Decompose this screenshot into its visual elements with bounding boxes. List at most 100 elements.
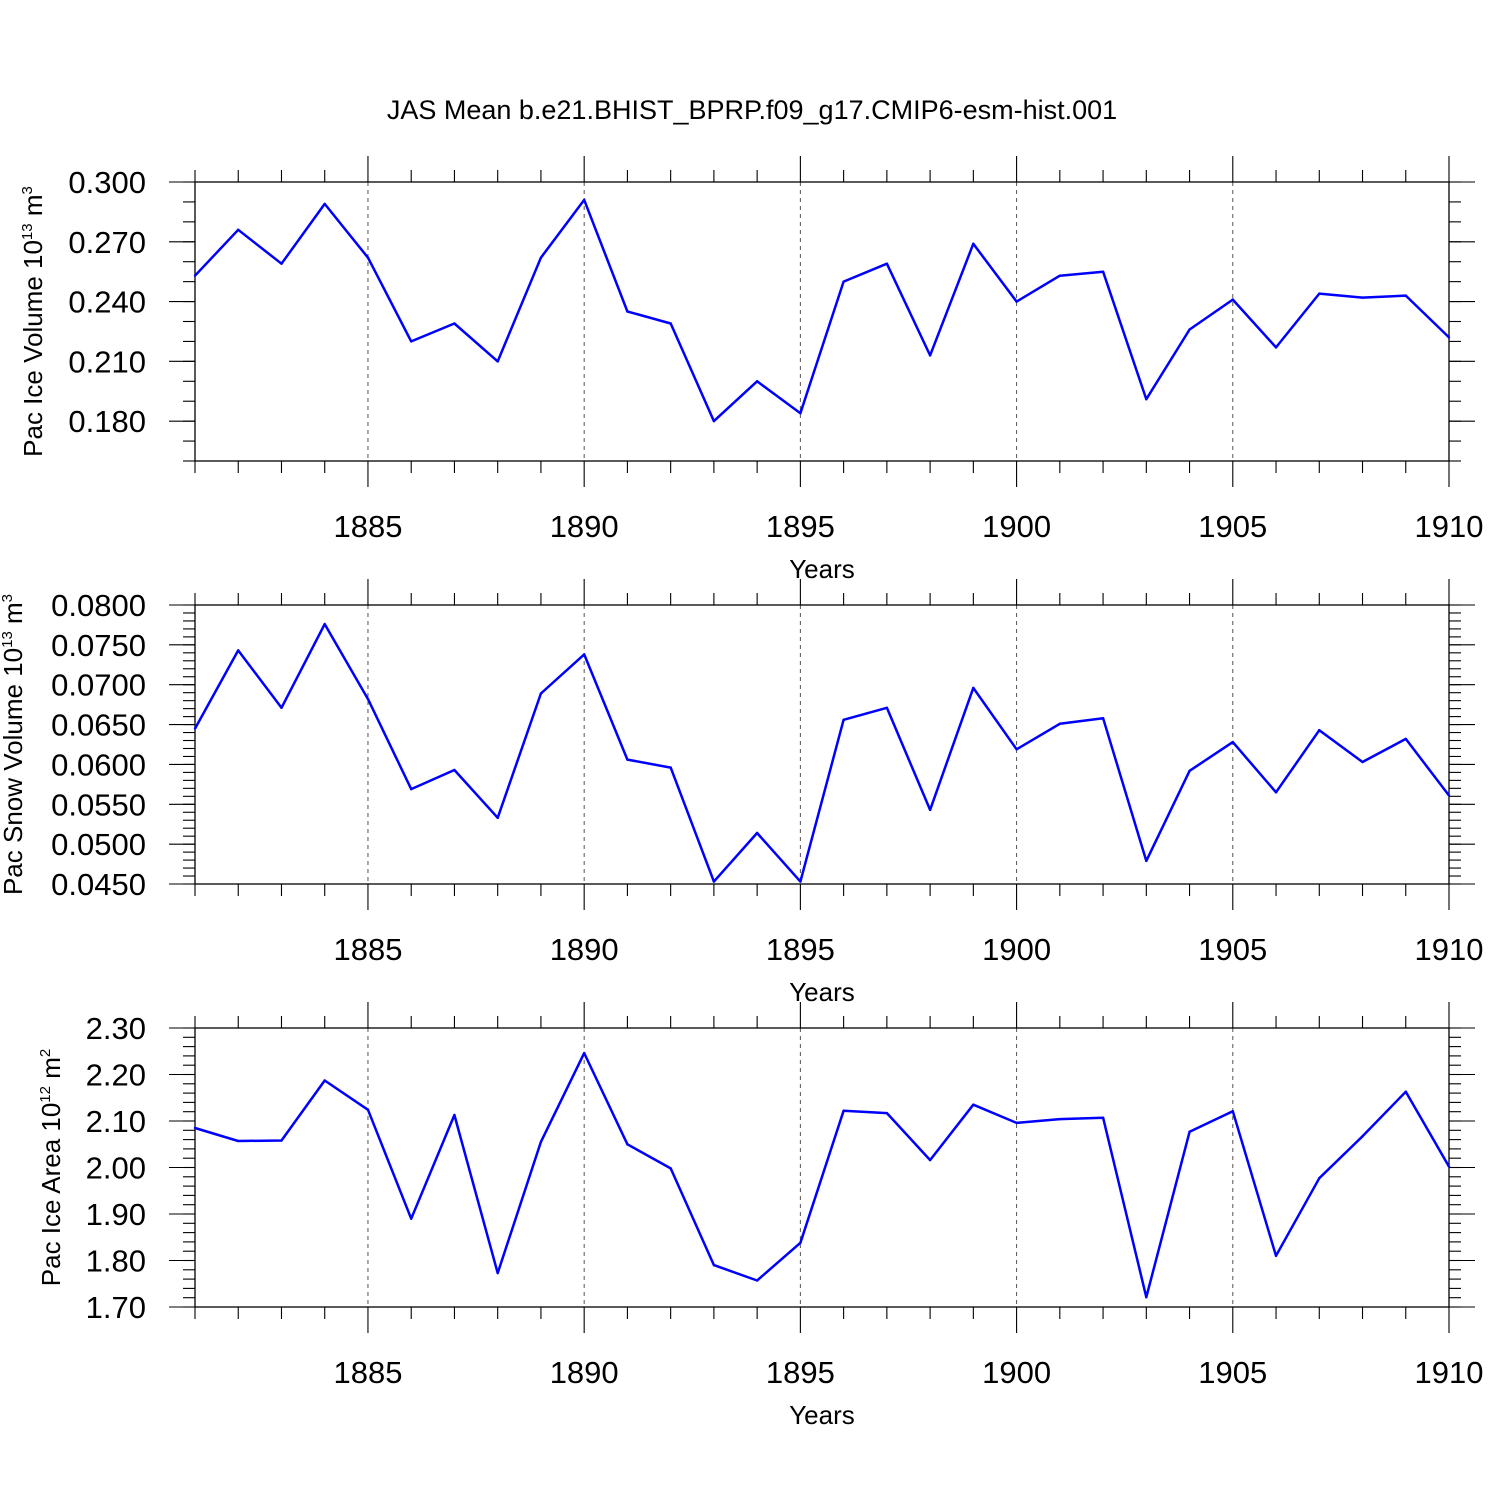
data-point — [410, 340, 413, 343]
data-point — [669, 1167, 672, 1170]
x-axis-title: Years — [789, 977, 855, 1007]
data-point — [1274, 791, 1278, 794]
data-point — [885, 706, 889, 710]
data-point — [799, 1241, 802, 1245]
x-tick-label: 1885 — [333, 932, 402, 967]
data-point — [1188, 1130, 1191, 1133]
y-tick-label: 0.270 — [68, 225, 146, 260]
data-point — [1404, 1090, 1407, 1093]
y-tick-label: 1.90 — [86, 1197, 146, 1232]
data-point — [1101, 716, 1105, 720]
data-point — [712, 1263, 716, 1267]
data-point — [582, 1051, 586, 1055]
data-point — [755, 380, 759, 383]
y-tick-label: 0.0500 — [51, 827, 146, 862]
data-point — [928, 1158, 932, 1162]
data-point — [1145, 398, 1148, 401]
data-point — [1447, 794, 1451, 797]
y-axis-title: Pac Ice Volume 1013 m3 — [18, 186, 48, 457]
data-point — [885, 1111, 889, 1115]
data-point — [842, 718, 845, 721]
y-tick-label: 0.0650 — [51, 708, 146, 743]
data-point — [1058, 722, 1062, 725]
y-tick-label: 0.0600 — [51, 747, 146, 782]
data-point — [193, 727, 197, 730]
data-point — [1361, 296, 1364, 299]
data-point — [1188, 328, 1191, 331]
y-tick-label: 2.30 — [86, 1011, 146, 1046]
data-point — [496, 816, 499, 820]
data-point — [1231, 740, 1234, 744]
x-tick-label: 1900 — [982, 509, 1051, 544]
data-point — [712, 880, 716, 883]
x-tick-label: 1890 — [550, 509, 619, 544]
y-tick-label: 1.70 — [86, 1290, 146, 1325]
data-point — [193, 274, 197, 277]
panels: 0.180 0.210 0.240 0.270 0.300 1885 1890 1895 190… — [0, 156, 1483, 1430]
y-tick-label: 2.10 — [86, 1104, 146, 1139]
y-tick-label: 1.80 — [86, 1244, 146, 1279]
data-point — [1274, 1254, 1278, 1258]
data-point — [1015, 300, 1018, 303]
data-point — [842, 280, 845, 283]
data-point — [972, 686, 975, 690]
data-point — [1361, 760, 1364, 764]
x-axis-title: Years — [789, 1400, 855, 1430]
data-point — [366, 1108, 370, 1112]
data-point — [1145, 859, 1148, 863]
data-point — [1058, 1117, 1062, 1121]
data-point — [712, 419, 716, 423]
x-axis-title: Years — [789, 554, 855, 584]
data-point — [1274, 346, 1278, 349]
data-point — [539, 692, 543, 695]
y-tick-label: 0.0800 — [51, 588, 146, 623]
data-point — [1318, 1176, 1321, 1180]
data-point — [1015, 1121, 1018, 1125]
data-point — [323, 622, 326, 626]
plot-frame — [194, 604, 1450, 885]
y-axis-title: Pac Snow Volume 1013 m3 — [0, 594, 28, 895]
y-tick-label: 0.300 — [68, 165, 146, 200]
data-point — [1404, 294, 1407, 297]
y-axis-title: Pac Ice Area 1012 m2 — [36, 1049, 66, 1286]
data-point — [237, 1139, 240, 1143]
y-tick-label: 0.210 — [68, 344, 146, 379]
y-tick-label: 0.0450 — [51, 867, 146, 902]
data-point — [1447, 336, 1451, 339]
data-point — [582, 653, 586, 656]
figure-title: JAS Mean b.e21.BHIST_BPRP.f09_g17.CMIP6-… — [387, 95, 1117, 125]
y-tick-label: 0.0550 — [51, 787, 146, 822]
data-point — [366, 256, 370, 259]
panel-ice-area: 1.70 1.80 1.90 2.00 2.10 2.20 2.30 1885 1890 1895… — [36, 1002, 1483, 1430]
data-point — [410, 1217, 413, 1220]
data-point — [972, 1103, 975, 1106]
y-tick-label: 0.180 — [68, 404, 146, 439]
data-point — [799, 411, 802, 415]
data-point — [972, 242, 975, 245]
data-point — [1058, 274, 1062, 277]
x-tick-label: 1895 — [766, 1355, 835, 1390]
x-tick-label: 1900 — [982, 1355, 1051, 1390]
data-point — [626, 310, 629, 313]
x-tick-label: 1885 — [333, 509, 402, 544]
x-tick-label: 1895 — [766, 932, 835, 967]
data-point — [885, 262, 889, 265]
data-point — [1318, 728, 1321, 732]
data-point — [539, 1140, 543, 1144]
series-line-snow-volume — [193, 622, 1450, 883]
data-point — [842, 1109, 845, 1112]
data-point — [453, 768, 456, 772]
data-point — [237, 649, 240, 652]
data-point — [669, 322, 672, 325]
y-tick-label: 2.20 — [86, 1058, 146, 1093]
data-point — [280, 706, 283, 710]
panel-ice-volume: 0.180 0.210 0.240 0.270 0.300 1885 1890 1895 190… — [18, 156, 1483, 584]
data-point — [323, 202, 326, 206]
data-point — [755, 1279, 759, 1282]
data-point — [669, 766, 672, 769]
x-tick-label: 1905 — [1198, 932, 1267, 967]
x-tick-label: 1895 — [766, 509, 835, 544]
data-point — [755, 831, 759, 835]
data-point — [453, 1113, 456, 1117]
